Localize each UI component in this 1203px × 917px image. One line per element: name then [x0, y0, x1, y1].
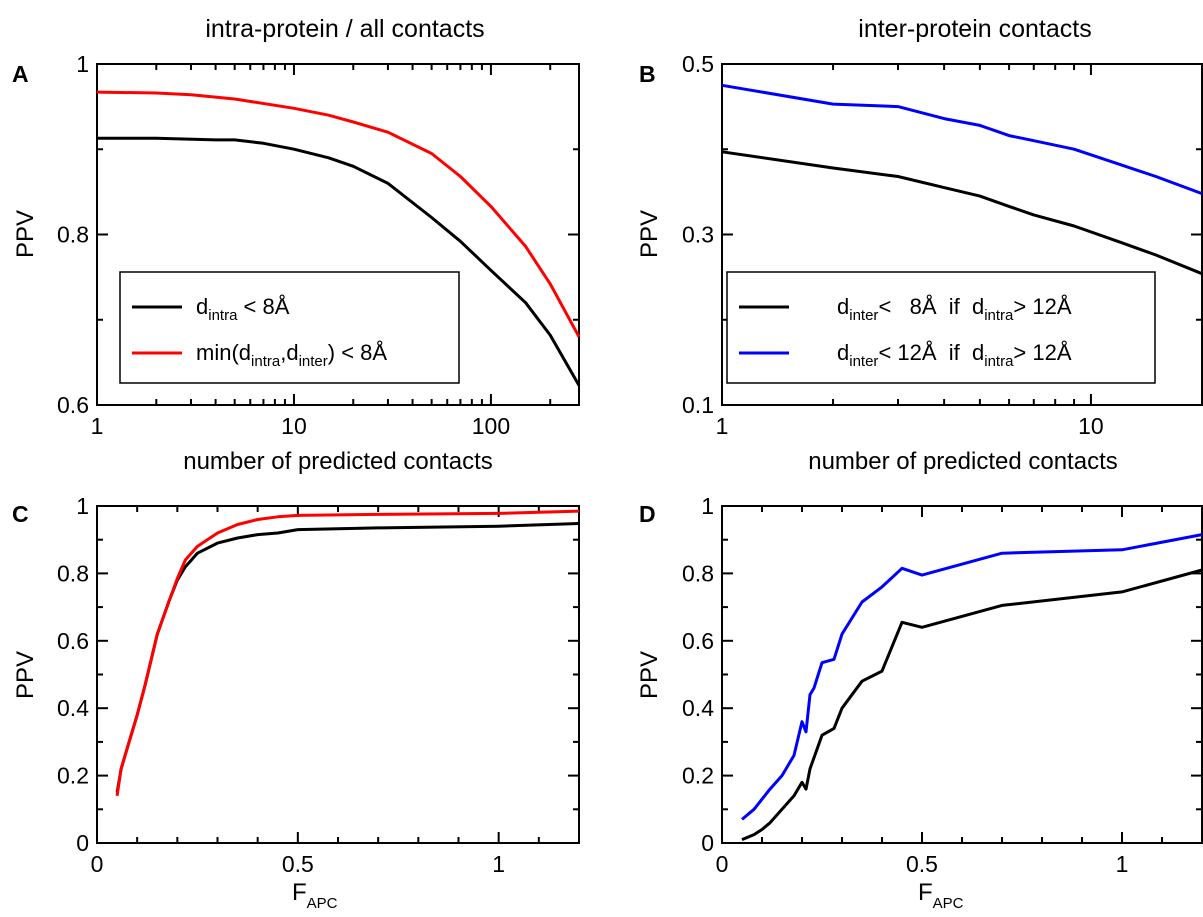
x-tick-label-b-1: 10 [1078, 413, 1104, 439]
tick-labels-c: 0 0.5 1 0 0.2 0.4 0.6 0.8 1 [57, 493, 505, 877]
plot-frame-c [96, 505, 580, 844]
x-axis-label-b: number of predicted contacts [808, 448, 1118, 475]
x-tick-label-b-0: 1 [716, 413, 729, 439]
panel-letter-c: C [12, 501, 29, 527]
right-column-title: inter-protein contacts [858, 15, 1091, 43]
panel-b: B 1 10 0.1 0.3 0.5 number of predicted conta… [636, 51, 1203, 475]
legend-a: dintra < 8Å min(dintra,dinter) < 8Å [119, 271, 460, 384]
tick-labels-d: 0 0.5 1 0 0.2 0.4 0.6 0.8 1 [682, 493, 1128, 877]
x-tick-label-d-0: 0 [716, 851, 729, 877]
series-line-b-1 [721, 83, 1203, 196]
series-line-b-0 [721, 150, 1203, 276]
plot-frame-d [721, 505, 1203, 844]
panel-letter-b: B [639, 61, 656, 87]
series-line-d-0 [741, 568, 1203, 841]
y-axis-label-a: PPV [12, 210, 39, 258]
panel-letter-a: A [12, 61, 29, 87]
legend-b: dinter< 8Å if dintra> 12Å dinter< 12Å if… [726, 271, 1156, 384]
x-tick-label-a-1: 10 [281, 413, 307, 439]
tick-labels-a: 1 10 100 0.6 0.8 1 [57, 51, 510, 439]
y-tick-label-c-0: 0 [76, 830, 89, 856]
x-axis-label-d: FAPC [918, 879, 964, 912]
series-a [96, 90, 581, 387]
x-tick-label-a-2: 100 [472, 413, 510, 439]
y-tick-label-c-2: 0.4 [57, 695, 89, 721]
x-tick-label-d-1: 0.5 [906, 851, 938, 877]
legend-label-b-1: dinter< 12Å if dintra> 12Å [837, 340, 1072, 370]
y-tick-label-d-0: 0 [701, 830, 714, 856]
y-tick-label-c-5: 1 [76, 493, 89, 519]
series-line-d-1 [741, 533, 1203, 821]
x-axis-label-c: FAPC [292, 879, 338, 912]
legend-box-a [119, 271, 460, 384]
series-line-c-1 [115, 509, 580, 797]
y-tick-label-a-2: 1 [76, 51, 89, 77]
series-c [115, 509, 580, 797]
ticks-b [721, 63, 1203, 406]
y-tick-label-d-2: 0.4 [682, 695, 714, 721]
series-d [741, 533, 1203, 841]
y-tick-label-d-1: 0.2 [682, 763, 714, 789]
y-axis-label-d: PPV [636, 651, 663, 699]
y-axis-label-c: PPV [12, 651, 39, 699]
left-column-title: intra-protein / all contacts [205, 15, 484, 43]
tick-labels-b: 1 10 0.1 0.3 0.5 [682, 51, 1104, 439]
x-tick-label-c-1: 0.5 [282, 851, 314, 877]
legend-box-b [726, 271, 1156, 384]
ticks-c [96, 505, 580, 844]
x-tick-label-c-2: 1 [492, 851, 505, 877]
x-tick-label-a-0: 1 [91, 413, 104, 439]
y-tick-label-a-1: 0.8 [57, 222, 89, 248]
y-axis-label-b: PPV [636, 210, 663, 258]
panel-letter-d: D [639, 501, 656, 527]
legend-label-a-0: dintra < 8Å [196, 294, 290, 324]
panel-d: D 0 0.5 1 0 0.2 0.4 0.6 0.8 1 FAPC PPV [636, 493, 1203, 912]
series-b [721, 83, 1203, 276]
y-tick-label-d-3: 0.6 [682, 628, 714, 654]
y-tick-label-c-1: 0.2 [57, 763, 89, 789]
panel-c: C 0 0.5 1 0 0.2 0.4 0.6 0.8 1 FAPC PPV [12, 493, 580, 912]
y-tick-label-d-5: 1 [701, 493, 714, 519]
y-tick-label-b-1: 0.3 [682, 222, 714, 248]
x-tick-label-d-2: 1 [1116, 851, 1129, 877]
series-line-a-1 [96, 90, 581, 338]
y-tick-label-b-0: 0.1 [682, 392, 714, 418]
y-tick-label-d-4: 0.8 [682, 560, 714, 586]
x-axis-label-a: number of predicted contacts [183, 448, 493, 475]
x-tick-label-c-0: 0 [91, 851, 104, 877]
series-line-c-0 [115, 522, 580, 793]
y-tick-label-a-0: 0.6 [57, 392, 89, 418]
legend-label-b-0: dinter< 8Å if dintra> 12Å [837, 294, 1072, 324]
ticks-d [721, 505, 1203, 844]
y-tick-label-c-4: 0.8 [57, 560, 89, 586]
y-tick-label-b-2: 0.5 [682, 51, 714, 77]
ticks-a [96, 63, 579, 406]
y-tick-label-c-3: 0.6 [57, 628, 89, 654]
panel-a: A 1 10 100 0.6 0.8 1 number of predicted cont… [12, 51, 581, 475]
legend-label-a-1: min(dintra,dinter) < 8Å [196, 340, 387, 370]
series-line-a-0 [97, 136, 581, 387]
